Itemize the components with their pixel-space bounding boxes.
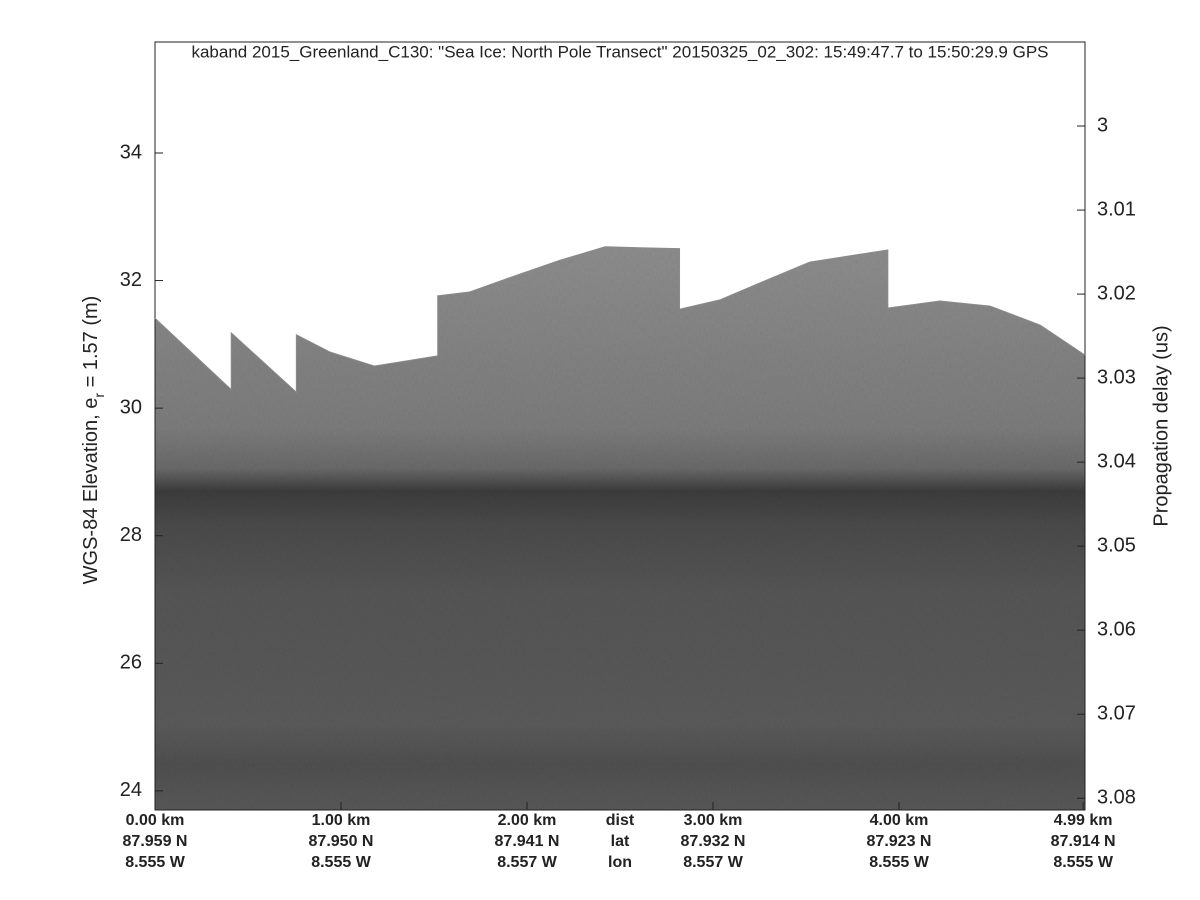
y-axis-label: WGS-84 Elevation, er = 1.57 (m)	[80, 296, 106, 585]
y-label-part: WGS-84 Elevation, e	[80, 398, 102, 585]
y-tick-label: 34	[120, 141, 142, 163]
y-label-part: = 1.57 (m)	[80, 296, 102, 393]
x-tick-lon: 8.555 W	[311, 854, 371, 871]
x-tick-lon: 8.557 W	[497, 854, 557, 871]
x-tick-lat: 87.959 N	[123, 833, 188, 850]
echogram-image	[155, 246, 1085, 810]
echogram-texture	[155, 246, 1085, 810]
chart-title: kaband 2015_Greenland_C130: "Sea Ice: No…	[191, 42, 1048, 61]
surface-edge	[154, 246, 1086, 394]
x-row-label: lat	[611, 833, 630, 850]
y-tick-label: 30	[120, 396, 142, 418]
y2-tick-label: 3.01	[1097, 198, 1136, 220]
y-label-subscript: r	[91, 393, 107, 398]
x-tick-lon: 8.555 W	[1053, 854, 1113, 871]
x-tick-lon: 8.555 W	[125, 854, 185, 871]
y-tick-label: 28	[120, 524, 142, 546]
y2-tick-label: 3.05	[1097, 534, 1136, 556]
y2-tick-label: 3.08	[1097, 787, 1136, 809]
x-tick-label: 4.99 km	[1054, 812, 1113, 829]
x-tick-label: 3.00 km	[684, 812, 743, 829]
x-tick-lat: 87.941 N	[495, 833, 560, 850]
y-tick-label: 32	[120, 269, 142, 291]
x-tick-label: 1.00 km	[312, 812, 371, 829]
x-tick-lat: 87.923 N	[867, 833, 932, 850]
y2-tick-label: 3.04	[1097, 450, 1136, 472]
x-tick-lon: 8.555 W	[869, 854, 929, 871]
y2-tick-label: 3	[1097, 114, 1108, 136]
x-row-label: lon	[608, 854, 632, 871]
x-tick-lat: 87.914 N	[1051, 833, 1116, 850]
y-tick-label: 26	[120, 652, 142, 674]
x-tick-label: 0.00 km	[126, 812, 185, 829]
x-tick-lat: 87.932 N	[681, 833, 746, 850]
x-tick-lon: 8.557 W	[683, 854, 743, 871]
x-tick-label: 4.00 km	[870, 812, 929, 829]
y2-tick-label: 3.03	[1097, 366, 1136, 388]
y2-tick-label: 3.02	[1097, 282, 1136, 304]
y2-tick-label: 3.07	[1097, 702, 1136, 724]
y-tick-label: 24	[120, 779, 142, 801]
y2-tick-label: 3.06	[1097, 618, 1136, 640]
y2-axis-label: Propagation delay (us)	[1150, 325, 1172, 526]
x-row-label: dist	[606, 812, 635, 829]
x-tick-lat: 87.950 N	[309, 833, 374, 850]
plot-frame	[154, 41, 1086, 811]
x-tick-label: 2.00 km	[498, 812, 557, 829]
